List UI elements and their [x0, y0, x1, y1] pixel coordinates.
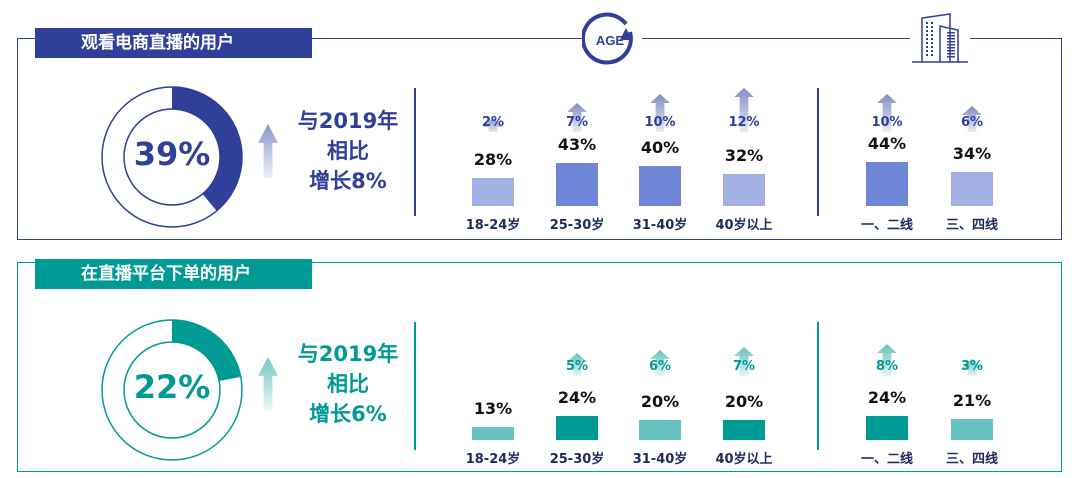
bar — [472, 427, 514, 440]
bar — [472, 178, 514, 206]
category-label: 一、二线 — [860, 452, 913, 467]
bar-value-label: 13% — [473, 399, 513, 418]
category-label: 25-30岁 — [549, 452, 605, 467]
building-icon — [910, 10, 970, 66]
bar-value-label: 34% — [952, 144, 992, 163]
donut-segment — [172, 320, 241, 382]
bar — [556, 163, 598, 206]
donut-chart — [101, 319, 243, 461]
category-label: 三、四线 — [945, 218, 998, 233]
bar — [639, 166, 681, 206]
bar-value-label: 20% — [640, 392, 680, 411]
bar — [639, 420, 681, 440]
bar-value-label: 20% — [724, 392, 764, 411]
donut-percentage: 39% — [133, 135, 211, 173]
donut-segment — [172, 87, 242, 211]
category-label: 40岁以上 — [715, 218, 773, 233]
bar-value-label: 44% — [867, 134, 907, 153]
category-label: 31-40岁 — [632, 452, 688, 467]
growth-label: 10% — [644, 115, 676, 130]
bar — [951, 419, 993, 440]
growth-label: 7% — [565, 115, 589, 130]
divider — [414, 88, 416, 216]
bar-value-label: 32% — [724, 146, 764, 165]
comparison-text: 增长8% — [309, 169, 387, 193]
growth-label: 10% — [871, 115, 903, 130]
category-label: 25-30岁 — [549, 218, 605, 233]
bar — [723, 174, 765, 206]
panel-border — [17, 262, 1062, 472]
comparison-text: 增长6% — [309, 402, 387, 426]
bar — [951, 172, 993, 206]
category-label: 18-24岁 — [465, 218, 521, 233]
growth-label: 8% — [875, 359, 899, 374]
age-text: AGE — [596, 33, 625, 48]
bar-value-label: 40% — [640, 138, 680, 157]
bar-value-label: 24% — [867, 388, 907, 407]
age-icon: AGE — [582, 10, 642, 70]
category-label: 18-24岁 — [465, 452, 521, 467]
comparison-text: 相比 — [327, 139, 369, 163]
donut-chart — [101, 86, 243, 228]
category-label: 一、二线 — [860, 218, 913, 233]
divider — [414, 322, 416, 450]
category-label: 31-40岁 — [632, 218, 688, 233]
comparison-text: 相比 — [327, 372, 369, 396]
bar — [866, 416, 908, 440]
growth-label: 12% — [728, 115, 760, 130]
category-label: 40岁以上 — [715, 452, 773, 467]
panel-border — [17, 38, 1062, 240]
growth-label: 6% — [960, 115, 984, 130]
divider — [817, 322, 819, 450]
category-label: 三、四线 — [945, 452, 998, 467]
comparison-text: 与2019年 — [297, 109, 399, 133]
bar — [723, 420, 765, 440]
growth-label: 6% — [648, 359, 672, 374]
bar — [556, 416, 598, 440]
growth-label: 7% — [732, 359, 756, 374]
divider — [817, 88, 819, 216]
growth-label: 3% — [960, 359, 984, 374]
growth-label: 5% — [565, 359, 589, 374]
bar-value-label: 43% — [557, 135, 597, 154]
panel-title: 在直播平台下单的用户 — [35, 259, 312, 289]
growth-label: 2% — [481, 115, 505, 130]
bar-value-label: 28% — [473, 150, 513, 169]
bar-value-label: 21% — [952, 391, 992, 410]
panel-title: 观看电商直播的用户 — [35, 28, 312, 58]
comparison-text: 与2019年 — [297, 342, 399, 366]
bar-value-label: 24% — [557, 388, 597, 407]
bar — [866, 162, 908, 206]
donut-percentage: 22% — [133, 368, 211, 406]
